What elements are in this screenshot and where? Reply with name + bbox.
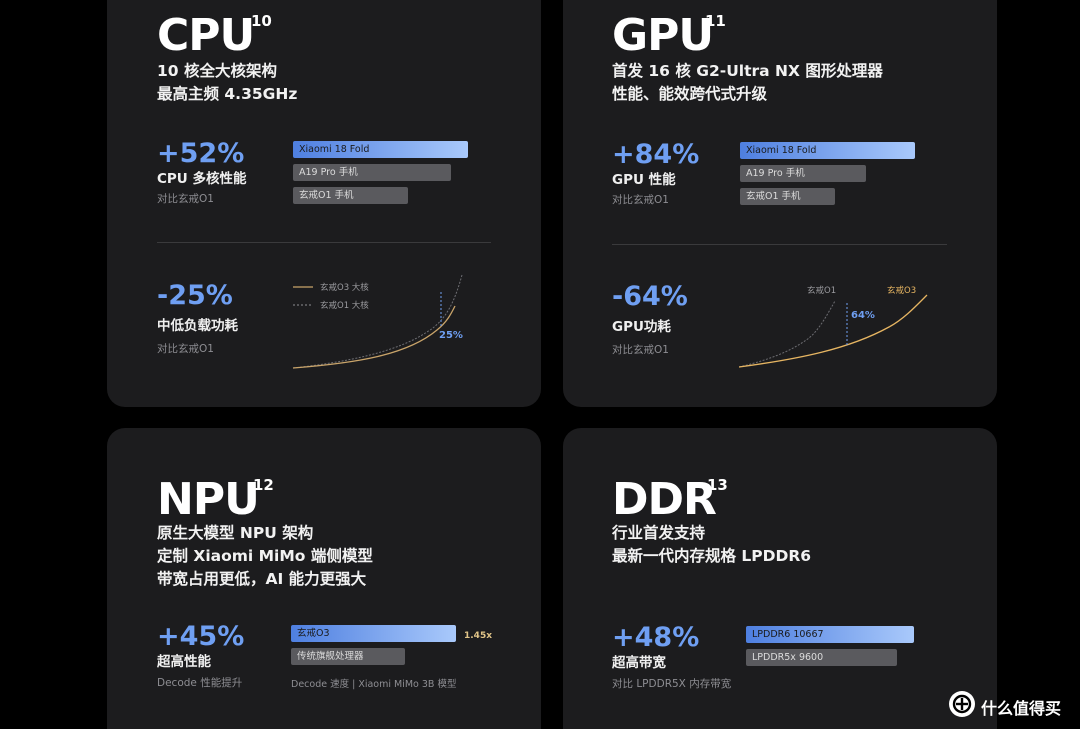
series-label-o3: 玄戒O3 [887,285,916,296]
bar-label: 玄戒O1 手机 [299,190,354,201]
bar-label: Xiaomi 18 Fold [299,144,370,155]
bar-2: 玄戒O1 手机 [293,187,408,204]
bar-1: A19 Pro 手机 [740,165,866,182]
bar-0: Xiaomi 18 Fold [740,142,915,159]
npu-perf-label: 超高性能 [157,654,211,670]
gpu-perf-compare: 对比玄戒O1 [612,194,669,206]
npu-footnote: 12 [253,476,274,494]
bar-1: A19 Pro 手机 [293,164,451,181]
npu-spec-3: 带宽占用更低，AI 能力更强大 [157,570,367,588]
npu-bar-group: 玄戒O3 传统旗舰处理器 [291,625,501,675]
gpu-card: GPU 11 首发 16 核 G2-Ultra NX 图形处理器 性能、能效跨代… [563,0,997,407]
legend-label-o3: 玄戒O3 大核 [320,282,369,293]
cpu-bar-group: Xiaomi 18 Fold A19 Pro 手机 玄戒O1 手机 [293,141,473,221]
series-line-o3 [292,305,456,369]
bar-0: 玄戒O3 [291,625,456,642]
bar-0: Xiaomi 18 Fold [293,141,468,158]
gpu-spec-1: 首发 16 核 G2-Ultra NX 图形处理器 [612,62,883,80]
ddr-bandwidth-label: 超高带宽 [612,655,666,671]
bar-label: 玄戒O1 手机 [746,191,801,202]
cpu-spec-1: 10 核全大核架构 [157,62,277,80]
cpu-power-chart: 玄戒O3 大核 玄戒O1 大核 25% [292,274,463,369]
bar-1: LPDDR5x 9600 [746,649,897,666]
delta-label: 25% [439,330,463,341]
npu-spec-2: 定制 Xiaomi MiMo 端侧模型 [157,547,373,565]
ddr-bandwidth-compare: 对比 LPDDR5X 内存带宽 [612,678,732,690]
gpu-divider [612,244,947,245]
ddr-spec-1: 行业首发支持 [612,524,706,542]
bar-label: LPDDR6 10667 [752,629,824,640]
bar-2: 玄戒O1 手机 [740,188,835,205]
cpu-footnote: 10 [251,12,272,30]
ddr-bar-group: LPDDR6 10667 LPDDR5x 9600 [746,626,926,676]
npu-perf-compare: Decode 性能提升 [157,677,243,689]
gpu-spec-2: 性能、能效跨代式升级 [612,85,768,103]
npu-perf-value: +45% [157,621,245,652]
series-label-o1: 玄戒O1 [807,285,836,296]
bar-1: 传统旗舰处理器 [291,648,405,665]
watermark-icon [952,694,972,714]
cpu-perf-label: CPU 多核性能 [157,171,247,187]
gpu-title: GPU [612,10,714,61]
ddr-card: DDR 13 行业首发支持 最新一代内存规格 LPDDR6 +48% 超高带宽 … [563,428,997,729]
series-line-o3 [739,294,928,368]
gpu-power-compare: 对比玄戒O1 [612,344,669,356]
ddr-title: DDR [612,474,717,525]
npu-spec-1: 原生大模型 NPU 架构 [157,524,314,542]
bar-label: LPDDR5x 9600 [752,652,824,663]
gpu-perf-value: +84% [612,139,700,170]
cpu-power-compare: 对比玄戒O1 [157,343,214,355]
bar-label: Xiaomi 18 Fold [746,145,817,156]
ddr-spec-2: 最新一代内存规格 LPDDR6 [612,547,812,565]
npu-multiplier: 1.45x [464,631,493,641]
cpu-power-value: -25% [157,280,233,311]
cpu-title: CPU [157,10,255,61]
npu-xlabel: Decode 速度 | Xiaomi MiMo 3B 模型 [291,679,457,690]
gpu-power-value: -64% [612,281,688,312]
gpu-power-label: GPU功耗 [612,319,671,335]
gpu-power-chart: 玄戒O1 玄戒O3 64% [739,285,928,368]
bar-0: LPDDR6 10667 [746,626,914,643]
cpu-perf-value: +52% [157,138,245,169]
bar-label: A19 Pro 手机 [299,167,358,178]
npu-card: NPU 12 原生大模型 NPU 架构 定制 Xiaomi MiMo 端侧模型 … [107,428,541,729]
gpu-footnote: 11 [705,12,726,30]
ddr-bandwidth-value: +48% [612,622,700,653]
series-line-o1 [292,274,463,369]
cpu-spec-2: 最高主频 4.35GHz [157,85,298,103]
watermark-logo [949,691,975,717]
delta-label: 64% [851,310,875,321]
bar-label: A19 Pro 手机 [746,168,805,179]
bar-label: 玄戒O3 [297,628,330,639]
cpu-power-label: 中低负载功耗 [157,318,238,334]
bar-label: 传统旗舰处理器 [297,651,364,662]
watermark-text: 什么值得买 [981,699,1062,718]
cpu-divider [157,242,491,243]
series-line-o1 [739,300,836,368]
npu-title: NPU [157,474,260,525]
cpu-card: CPU 10 10 核全大核架构 最高主频 4.35GHz +52% CPU 多… [107,0,541,407]
cpu-perf-compare: 对比玄戒O1 [157,193,214,205]
gpu-bar-group: Xiaomi 18 Fold A19 Pro 手机 玄戒O1 手机 [740,142,920,222]
gpu-perf-label: GPU 性能 [612,172,676,188]
legend-label-o1: 玄戒O1 大核 [320,300,369,311]
ddr-footnote: 13 [707,476,728,494]
